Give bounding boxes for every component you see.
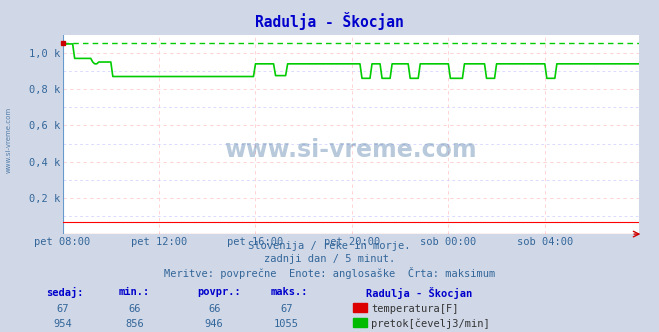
Text: temperatura[F]: temperatura[F] — [371, 304, 459, 314]
Text: zadnji dan / 5 minut.: zadnji dan / 5 minut. — [264, 254, 395, 264]
Text: 1055: 1055 — [274, 319, 299, 329]
Text: Radulja - Škocjan: Radulja - Škocjan — [366, 287, 472, 299]
Text: maks.:: maks.: — [270, 287, 308, 297]
Text: www.si-vreme.com: www.si-vreme.com — [5, 106, 11, 173]
Text: 946: 946 — [205, 319, 223, 329]
Text: Slovenija / reke in morje.: Slovenija / reke in morje. — [248, 241, 411, 251]
Text: pretok[čevelj3/min]: pretok[čevelj3/min] — [371, 319, 490, 329]
Text: 67: 67 — [57, 304, 69, 314]
Text: 66: 66 — [129, 304, 141, 314]
Text: Radulja - Škocjan: Radulja - Škocjan — [255, 12, 404, 30]
Text: 856: 856 — [126, 319, 144, 329]
Text: 954: 954 — [53, 319, 72, 329]
Text: sedaj:: sedaj: — [46, 287, 84, 298]
Text: www.si-vreme.com: www.si-vreme.com — [225, 138, 477, 162]
Text: Meritve: povprečne  Enote: anglosaške  Črta: maksimum: Meritve: povprečne Enote: anglosaške Črt… — [164, 267, 495, 279]
Text: min.:: min.: — [119, 287, 150, 297]
Text: povpr.:: povpr.: — [198, 287, 241, 297]
Text: 67: 67 — [281, 304, 293, 314]
Text: 66: 66 — [208, 304, 220, 314]
